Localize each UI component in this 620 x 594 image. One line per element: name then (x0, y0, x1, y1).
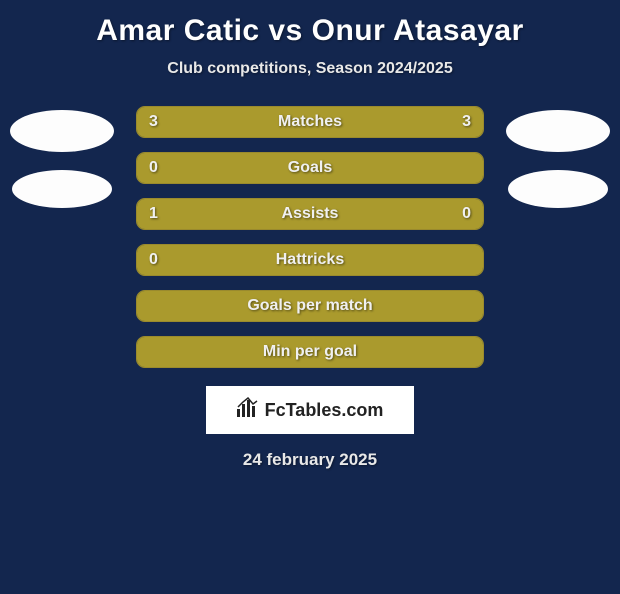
comparison-title: Amar Catic vs Onur Atasayar (0, 14, 620, 48)
comparison-date: 24 february 2025 (0, 450, 620, 470)
logo-text: FcTables.com (265, 400, 384, 421)
avatar-player-left-1 (10, 110, 114, 152)
avatar-col-right (506, 106, 610, 368)
stats-area: 33Matches 0Goals 10Assists 0Hattricks Goals … (0, 106, 620, 368)
stat-label: Matches (137, 107, 483, 137)
comparison-subtitle: Club competitions, Season 2024/2025 (0, 60, 620, 78)
avatar-col-left (10, 106, 114, 368)
avatar-player-right-1 (506, 110, 610, 152)
stat-label: Hattricks (137, 245, 483, 275)
stat-row: 33Matches (136, 106, 484, 138)
logo-box[interactable]: FcTables.com (206, 386, 414, 434)
avatar-player-left-2 (12, 170, 112, 208)
stat-row: Goals per match (136, 290, 484, 322)
stat-row: Min per goal (136, 336, 484, 368)
bars-column: 33Matches 0Goals 10Assists 0Hattricks Goals … (136, 106, 484, 368)
stat-row: 0Hattricks (136, 244, 484, 276)
stat-label: Assists (137, 199, 483, 229)
stat-row: 0Goals (136, 152, 484, 184)
stat-label: Min per goal (137, 337, 483, 367)
chart-icon (237, 397, 259, 423)
stat-label: Goals (137, 153, 483, 183)
stat-label: Goals per match (137, 291, 483, 321)
avatar-player-right-2 (508, 170, 608, 208)
stat-row: 10Assists (136, 198, 484, 230)
